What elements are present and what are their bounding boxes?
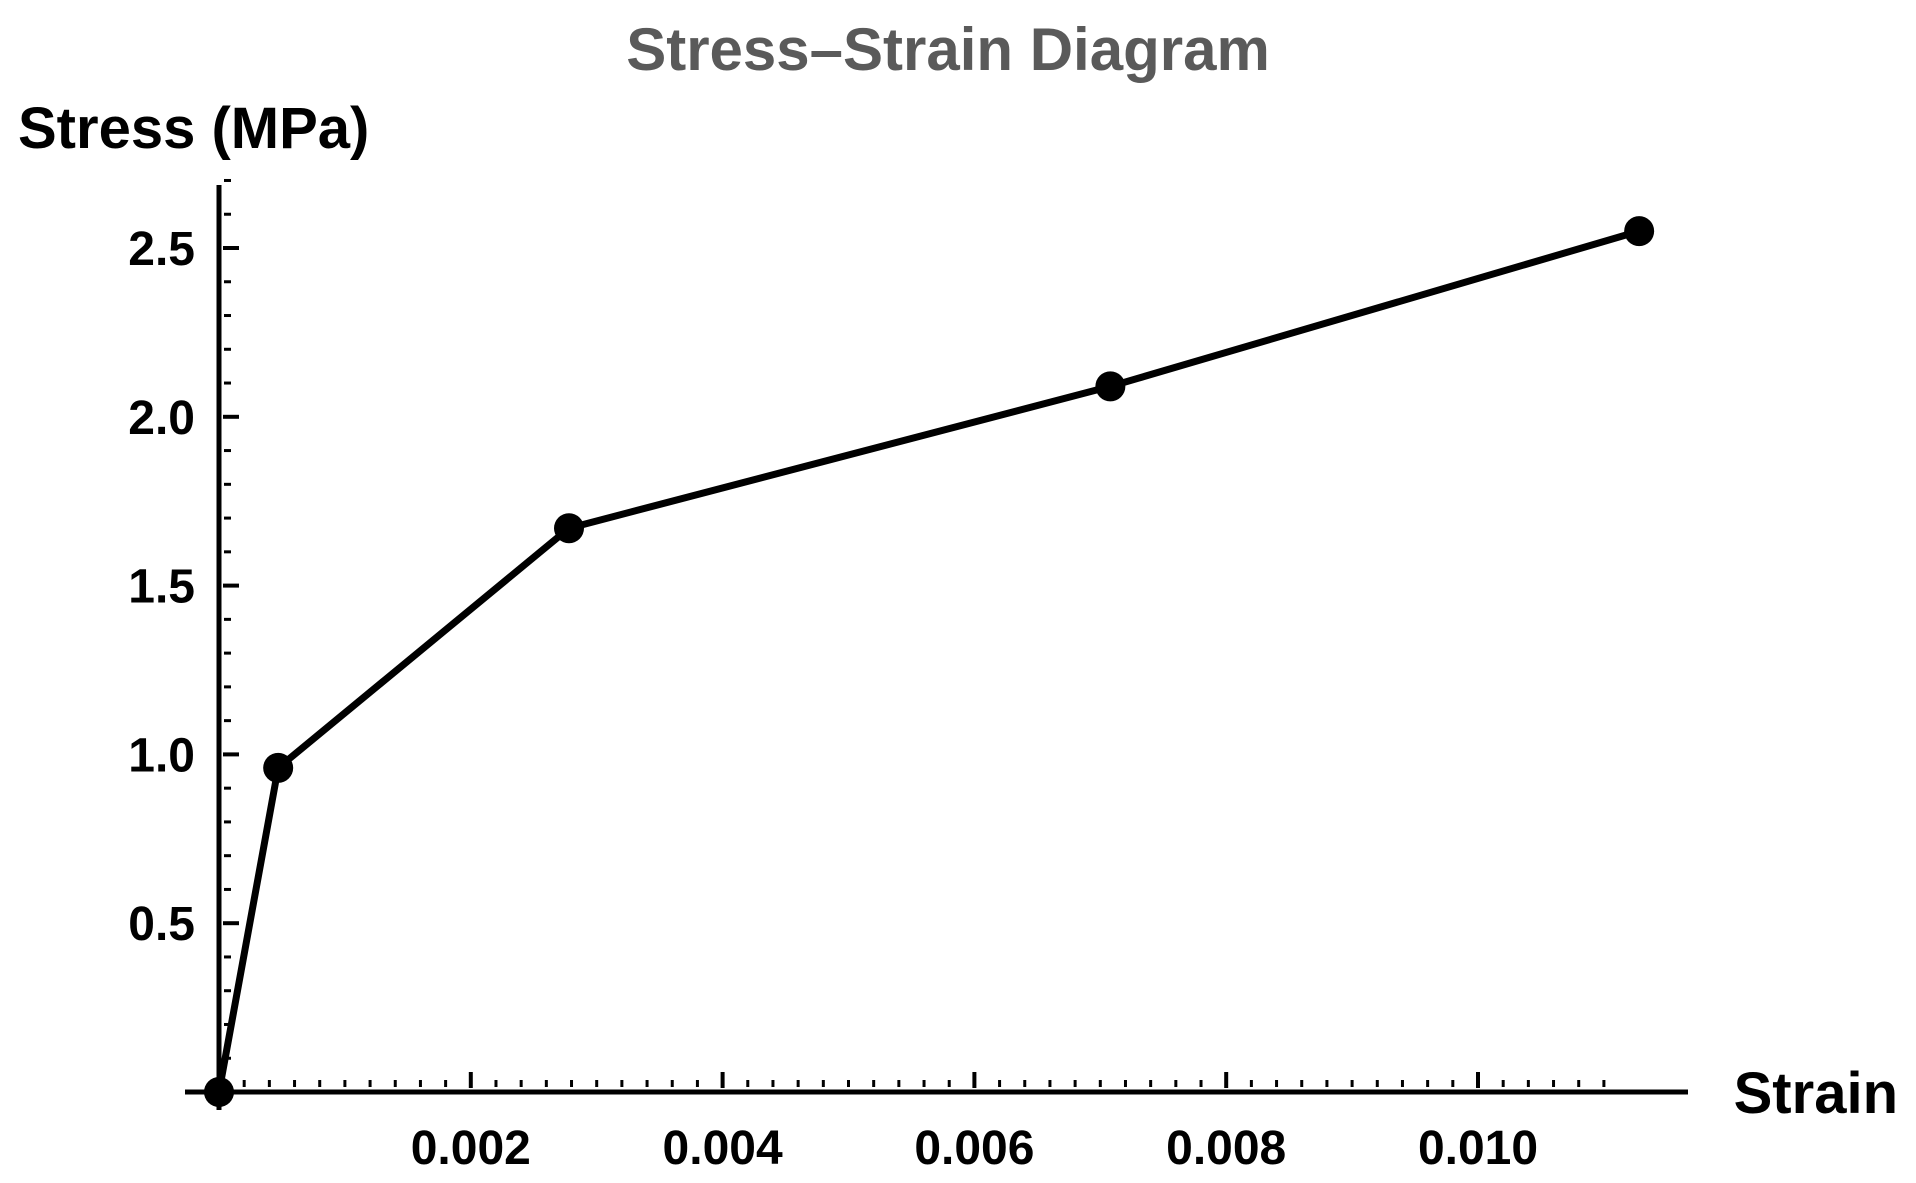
y-tick-label: 2.5 — [128, 223, 195, 276]
y-tick-label: 2.0 — [128, 392, 195, 445]
data-point — [263, 752, 294, 783]
data-point — [204, 1077, 234, 1107]
x-tick-label: 0.008 — [1166, 1122, 1286, 1175]
x-axis-label: Strain — [1734, 1061, 1898, 1126]
x-tick-label: 0.010 — [1418, 1122, 1538, 1175]
y-axis-label: Stress (MPa) — [18, 96, 369, 161]
axes — [185, 185, 1688, 1110]
y-tick-label: 1.0 — [128, 729, 195, 782]
ticks: 0.002 0.004 0.006 0.008 0.010 0.5 1.0 1.5 2.0 2.5 — [128, 178, 1606, 1175]
chart-title: Stress–Strain Diagram — [626, 16, 1270, 83]
data-point — [1095, 371, 1126, 402]
data-point — [554, 513, 585, 544]
x-tick-label: 0.006 — [914, 1122, 1034, 1175]
y-tick-label: 0.5 — [128, 898, 195, 951]
data-series — [204, 216, 1655, 1107]
series-line — [215, 227, 1643, 1096]
data-point — [1624, 216, 1655, 247]
x-tick-label: 0.004 — [663, 1122, 783, 1175]
y-tick-label: 1.5 — [128, 561, 195, 614]
x-tick-label: 0.002 — [411, 1122, 531, 1175]
